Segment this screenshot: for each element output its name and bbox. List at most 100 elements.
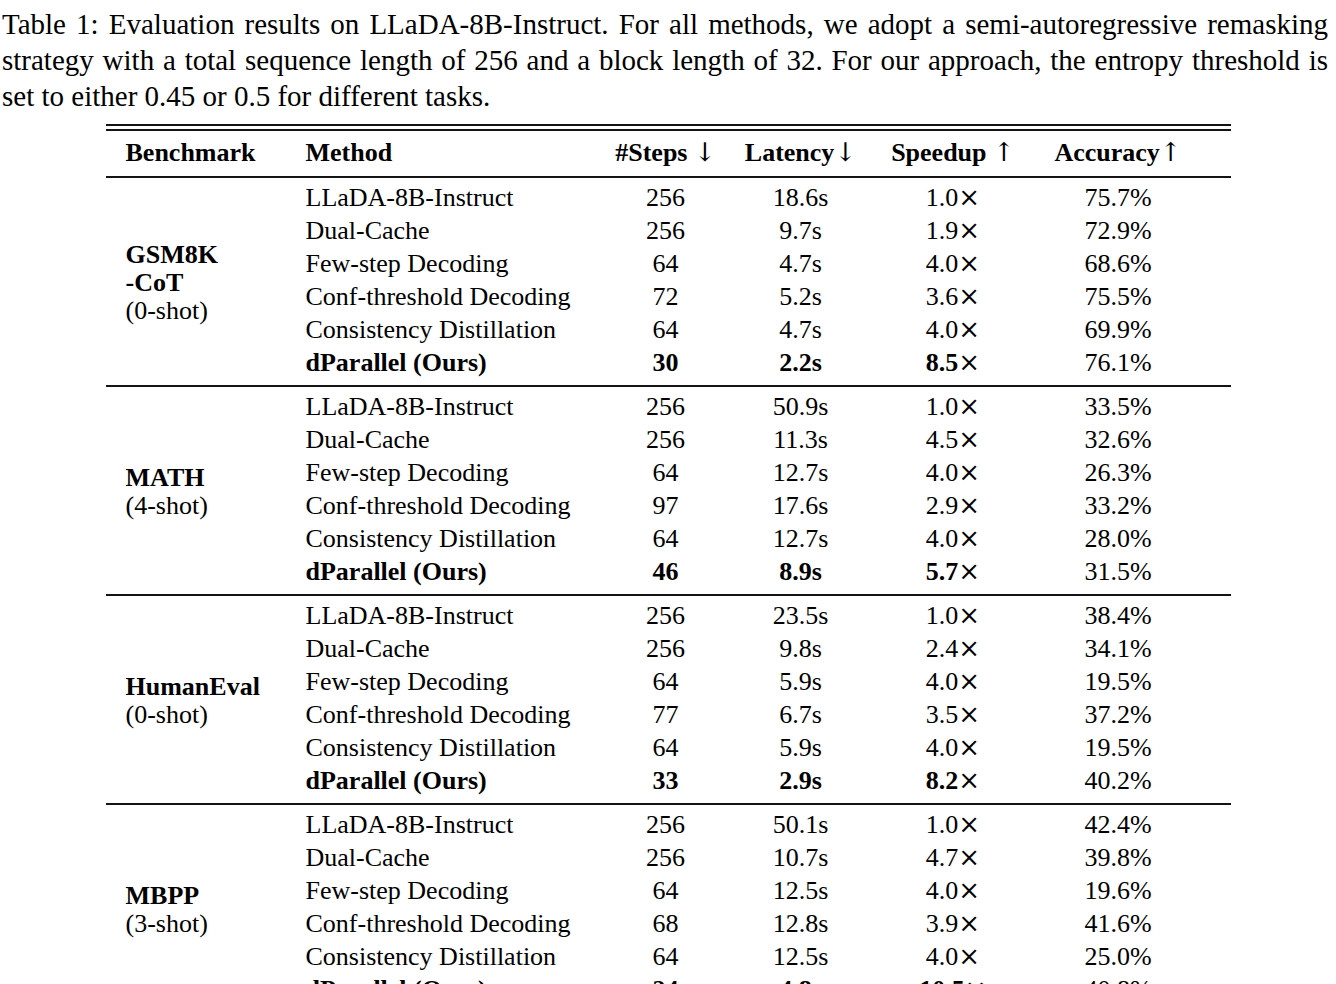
method-cell: Few-step Decoding	[296, 456, 591, 489]
speedup-cell: 4.0×	[861, 247, 1046, 280]
speedup-value: 1.0	[926, 392, 959, 421]
column-header-label: Speedup	[891, 138, 993, 167]
benchmark-label-line: HumanEval	[126, 673, 296, 701]
column-header-speedup: Speedup ↑	[861, 128, 1046, 178]
benchmark-label-line: -CoT	[126, 269, 296, 297]
speedup-cell: 4.0×	[861, 874, 1046, 907]
benchmark-cell: MATH(4-shot)	[106, 386, 296, 595]
method-cell: LLaDA-8B-Instruct	[296, 804, 591, 841]
method-cell: dParallel (Ours)	[296, 764, 591, 804]
speedup-cell: 4.7×	[861, 841, 1046, 874]
times-symbol: ×	[958, 699, 980, 729]
speedup-value: 4.0	[926, 876, 959, 905]
accuracy-cell: 75.7%	[1046, 177, 1231, 214]
speedup-value: 3.5	[926, 700, 959, 729]
steps-cell: 64	[591, 522, 741, 555]
benchmark-label-line: (4-shot)	[126, 492, 296, 520]
column-header-label: Benchmark	[126, 138, 256, 167]
speedup-cell: 3.6×	[861, 280, 1046, 313]
benchmark-label-line: MBPP	[126, 882, 296, 910]
benchmark-label-line: MATH	[126, 464, 296, 492]
speedup-cell: 4.0×	[861, 731, 1046, 764]
speedup-value: 4.0	[926, 315, 959, 344]
method-cell: Consistency Distillation	[296, 731, 591, 764]
times-symbol: ×	[958, 391, 980, 421]
method-cell: Dual-Cache	[296, 423, 591, 456]
steps-cell: 24	[591, 973, 741, 984]
method-cell: Few-step Decoding	[296, 247, 591, 280]
speedup-cell: 4.0×	[861, 313, 1046, 346]
accuracy-cell: 72.9%	[1046, 214, 1231, 247]
steps-cell: 256	[591, 386, 741, 423]
benchmark-section: HumanEval(0-shot)LLaDA-8B-Instruct25623.…	[106, 595, 1231, 804]
steps-cell: 30	[591, 346, 741, 386]
steps-cell: 256	[591, 841, 741, 874]
latency-cell: 5.2s	[741, 280, 861, 313]
accuracy-cell: 38.4%	[1046, 595, 1231, 632]
steps-cell: 68	[591, 907, 741, 940]
speedup-value: 1.0	[926, 183, 959, 212]
accuracy-cell: 75.5%	[1046, 280, 1231, 313]
column-header-label: #Steps	[615, 138, 694, 167]
steps-cell: 256	[591, 177, 741, 214]
column-header-label: Accuracy	[1054, 138, 1159, 167]
speedup-cell: 4.0×	[861, 940, 1046, 973]
column-header-method: Method	[296, 128, 591, 178]
accuracy-cell: 34.1%	[1046, 632, 1231, 665]
accuracy-cell: 37.2%	[1046, 698, 1231, 731]
column-header-label: Method	[306, 138, 393, 167]
steps-cell: 256	[591, 804, 741, 841]
speedup-cell: 1.0×	[861, 595, 1046, 632]
times-symbol: ×	[958, 347, 980, 377]
speedup-value: 10.5	[919, 975, 965, 984]
latency-cell: 12.5s	[741, 940, 861, 973]
accuracy-cell: 33.5%	[1046, 386, 1231, 423]
speedup-value: 4.0	[926, 249, 959, 278]
results-table: Benchmark Method #Steps ↓ Latency↓ Speed…	[106, 124, 1231, 984]
latency-cell: 8.9s	[741, 555, 861, 595]
latency-cell: 12.8s	[741, 907, 861, 940]
speedup-value: 5.7	[926, 557, 959, 586]
latency-cell: 9.8s	[741, 632, 861, 665]
times-symbol: ×	[958, 182, 980, 212]
speedup-cell: 4.0×	[861, 665, 1046, 698]
times-symbol: ×	[958, 732, 980, 762]
speedup-value: 4.0	[926, 524, 959, 553]
method-cell: dParallel (Ours)	[296, 973, 591, 984]
method-cell: dParallel (Ours)	[296, 555, 591, 595]
latency-cell: 10.7s	[741, 841, 861, 874]
latency-cell: 6.7s	[741, 698, 861, 731]
speedup-value: 4.0	[926, 942, 959, 971]
speedup-value: 1.9	[926, 216, 959, 245]
accuracy-cell: 39.8%	[1046, 841, 1231, 874]
speedup-cell: 8.5×	[861, 346, 1046, 386]
accuracy-cell: 69.9%	[1046, 313, 1231, 346]
benchmark-cell: MBPP(3-shot)	[106, 804, 296, 984]
times-symbol: ×	[958, 666, 980, 696]
speedup-cell: 8.2×	[861, 764, 1046, 804]
method-cell: LLaDA-8B-Instruct	[296, 595, 591, 632]
header-row: Benchmark Method #Steps ↓ Latency↓ Speed…	[106, 128, 1231, 178]
method-cell: Few-step Decoding	[296, 665, 591, 698]
latency-cell: 23.5s	[741, 595, 861, 632]
method-cell: Conf-threshold Decoding	[296, 907, 591, 940]
times-symbol: ×	[958, 215, 980, 245]
steps-cell: 256	[591, 423, 741, 456]
benchmark-label-line: (3-shot)	[126, 910, 296, 938]
speedup-cell: 5.7×	[861, 555, 1046, 595]
latency-cell: 17.6s	[741, 489, 861, 522]
steps-cell: 64	[591, 313, 741, 346]
latency-cell: 4.8s	[741, 973, 861, 984]
column-header-latency: Latency↓	[741, 128, 861, 178]
table-row: MBPP(3-shot)LLaDA-8B-Instruct25650.1s1.0…	[106, 804, 1231, 841]
speedup-cell: 2.4×	[861, 632, 1046, 665]
speedup-value: 4.0	[926, 733, 959, 762]
latency-cell: 12.5s	[741, 874, 861, 907]
times-symbol: ×	[958, 314, 980, 344]
steps-cell: 64	[591, 731, 741, 764]
method-cell: LLaDA-8B-Instruct	[296, 177, 591, 214]
speedup-cell: 1.0×	[861, 804, 1046, 841]
speedup-cell: 10.5×	[861, 973, 1046, 984]
latency-cell: 50.9s	[741, 386, 861, 423]
times-symbol: ×	[958, 556, 980, 586]
